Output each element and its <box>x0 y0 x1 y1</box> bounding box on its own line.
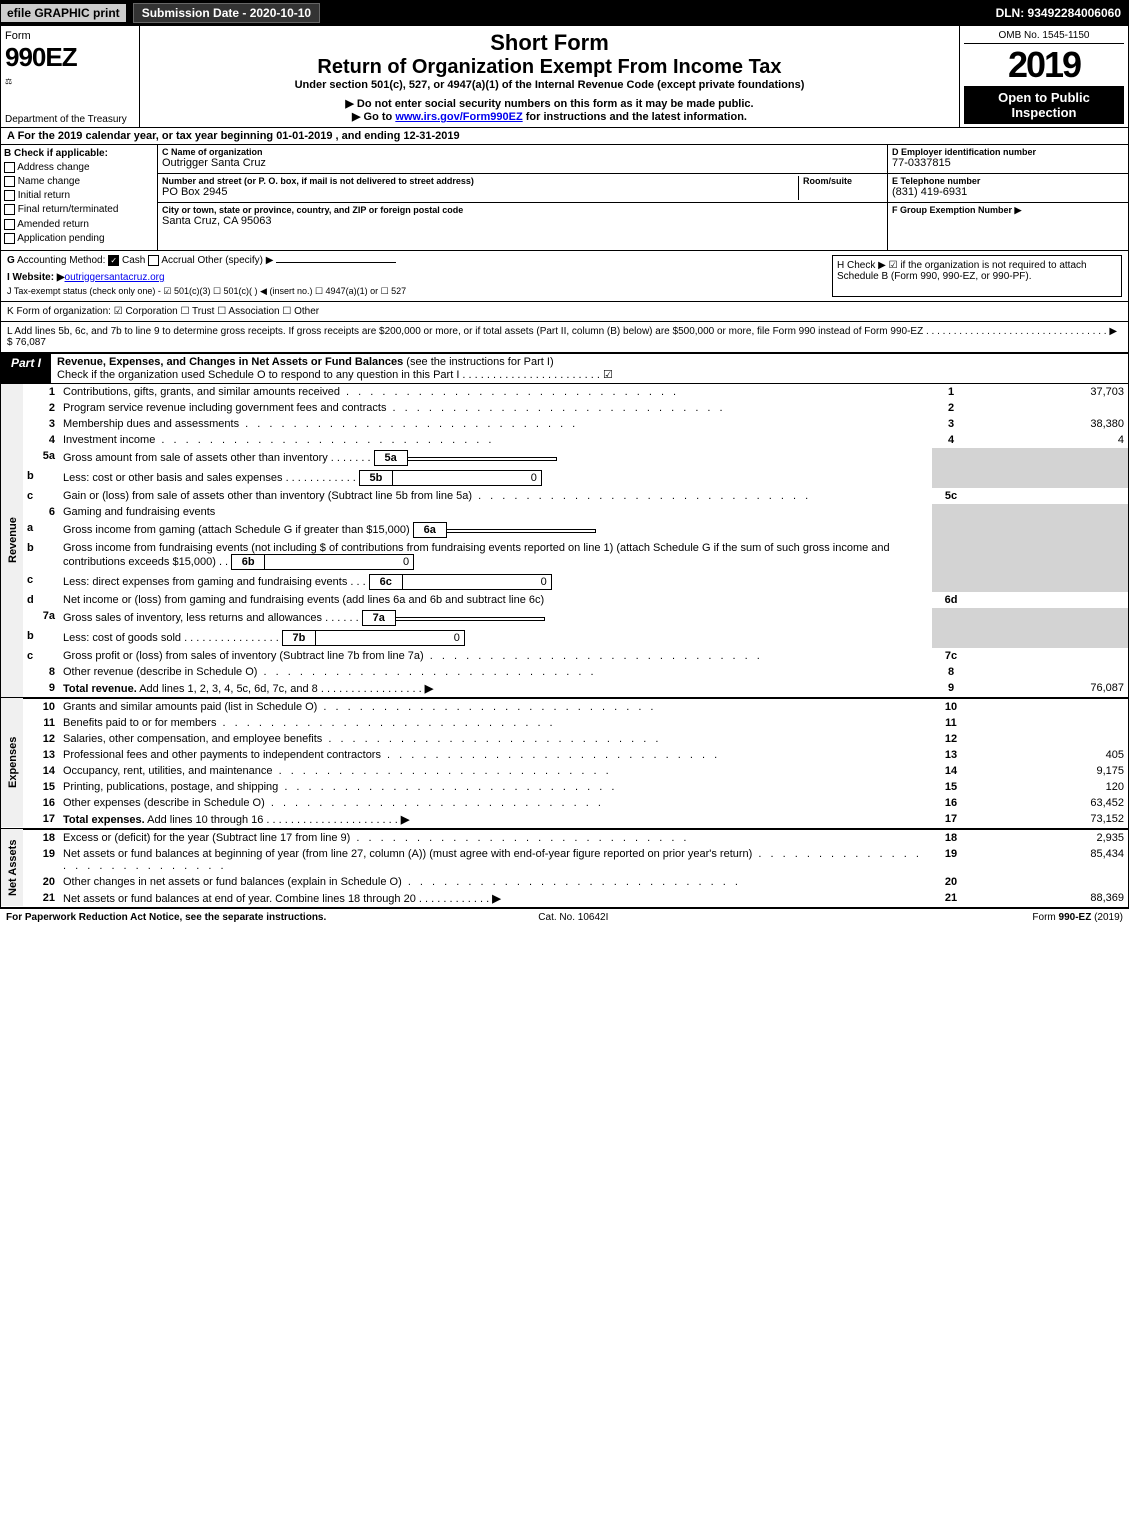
form-number: 990EZ <box>5 42 135 73</box>
part-i-title: Revenue, Expenses, and Changes in Net As… <box>51 354 1128 383</box>
expenses-table: Expenses 10Grants and similar amounts pa… <box>1 697 1128 828</box>
subtitle: Under section 501(c), 527, or 4947(a)(1)… <box>144 79 955 91</box>
top-bar: efile GRAPHIC print Submission Date - 20… <box>0 0 1129 26</box>
amt-15: 120 <box>970 779 1128 795</box>
amt-9: 76,087 <box>970 680 1128 697</box>
amt-1: 37,703 <box>970 384 1128 400</box>
form-word: Form <box>5 30 135 42</box>
line-j: J Tax-exempt status (check only one) - ☑… <box>7 286 832 297</box>
amt-18: 2,935 <box>970 829 1128 846</box>
revenue-side-label: Revenue <box>1 384 23 697</box>
short-form-title: Short Form <box>144 30 955 56</box>
expenses-side-label: Expenses <box>1 698 23 828</box>
efile-print-button[interactable]: efile GRAPHIC print <box>0 3 127 23</box>
check-address-change[interactable]: Address change <box>4 162 154 173</box>
dept-treasury: Department of the Treasury <box>5 114 127 125</box>
box-c-label: C Name of organization <box>162 147 883 157</box>
city-value: Santa Cruz, CA 95063 <box>162 215 883 227</box>
line-g: G Accounting Method: ✓ Cash Accrual Othe… <box>7 255 832 266</box>
paperwork-notice: For Paperwork Reduction Act Notice, see … <box>6 912 326 923</box>
check-name-change[interactable]: Name change <box>4 176 154 187</box>
submission-date-button[interactable]: Submission Date - 2020-10-10 <box>133 3 320 23</box>
box-f-label: F Group Exemption Number ▶ <box>892 205 1124 216</box>
row-num: 1 <box>23 384 59 400</box>
check-application-pending[interactable]: Application pending <box>4 233 154 244</box>
room-label: Room/suite <box>803 176 883 186</box>
page-footer: For Paperwork Reduction Act Notice, see … <box>0 908 1129 926</box>
amt-16: 63,452 <box>970 795 1128 811</box>
revenue-table: Revenue 1 Contributions, gifts, grants, … <box>1 384 1128 697</box>
amt-14: 9,175 <box>970 763 1128 779</box>
line-l: L Add lines 5b, 6c, and 7b to line 9 to … <box>1 322 1128 353</box>
org-name: Outrigger Santa Cruz <box>162 157 883 169</box>
goto-line: ▶ Go to www.irs.gov/Form990EZ for instru… <box>144 110 955 123</box>
omb-number: OMB No. 1545-1150 <box>964 28 1124 44</box>
line-h: H Check ▶ ☑ if the organization is not r… <box>832 255 1122 297</box>
city-label: City or town, state or province, country… <box>162 205 883 215</box>
phone-value: (831) 419-6931 <box>892 186 1124 198</box>
warning-line: ▶ Do not enter social security numbers o… <box>144 97 955 110</box>
irs-link[interactable]: www.irs.gov/Form990EZ <box>395 111 522 123</box>
box-d-label: D Employer identification number <box>892 147 1124 157</box>
amt-13: 405 <box>970 747 1128 763</box>
line-a-taxyear: A For the 2019 calendar year, or tax yea… <box>1 128 1128 145</box>
amt-3: 38,380 <box>970 416 1128 432</box>
amt-17: 73,152 <box>970 811 1128 828</box>
part-i-tab: Part I <box>1 354 51 383</box>
check-amended-return[interactable]: Amended return <box>4 219 154 230</box>
form-ref: Form 990-EZ (2019) <box>1032 912 1123 923</box>
check-final-return[interactable]: Final return/terminated <box>4 204 154 215</box>
irs-seal-icon: ⚖ <box>5 77 135 86</box>
ein-value: 77-0337815 <box>892 157 1124 169</box>
netassets-table: Net Assets 18Excess or (deficit) for the… <box>1 828 1128 907</box>
website-link[interactable]: outriggersantacruz.org <box>65 272 165 283</box>
box-b-title: B Check if applicable: <box>4 148 154 159</box>
cat-no: Cat. No. 10642I <box>538 912 608 923</box>
addr-label: Number and street (or P. O. box, if mail… <box>162 176 798 186</box>
addr-value: PO Box 2945 <box>162 186 798 198</box>
amt-19: 85,434 <box>970 846 1128 874</box>
main-title: Return of Organization Exempt From Incom… <box>144 56 955 79</box>
tax-year: 2019 <box>964 44 1124 86</box>
check-initial-return[interactable]: Initial return <box>4 190 154 201</box>
amt-21: 88,369 <box>970 890 1128 907</box>
line-k: K Form of organization: ☑ Corporation ☐ … <box>1 302 1128 322</box>
box-e-label: E Telephone number <box>892 176 1124 186</box>
open-public-box: Open to Public Inspection <box>964 86 1124 124</box>
form-header: Form 990EZ ⚖ Department of the Treasury … <box>1 26 1128 128</box>
amt-4: 4 <box>970 432 1128 448</box>
line-i: I Website: ▶outriggersantacruz.org <box>7 272 832 283</box>
dln-label: DLN: 93492284006060 <box>996 6 1129 20</box>
netassets-side-label: Net Assets <box>1 829 23 907</box>
